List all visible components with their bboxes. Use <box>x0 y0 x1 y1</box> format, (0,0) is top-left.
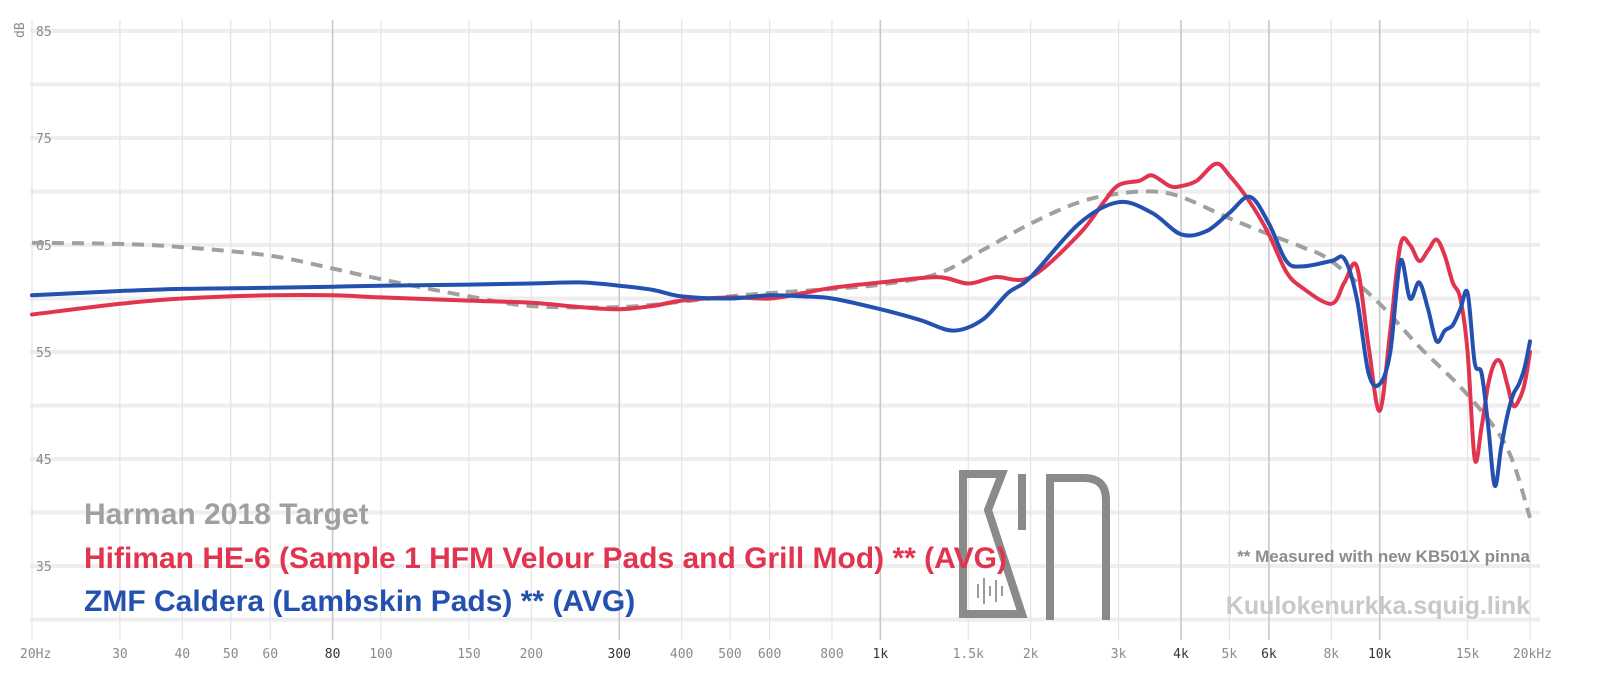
series-layer <box>30 161 1532 519</box>
x-tick-label: 500 <box>718 647 741 662</box>
x-tick-label: 6k <box>1261 647 1277 662</box>
series-line-0 <box>31 189 1532 519</box>
x-tick-label: 150 <box>457 647 480 662</box>
x-tick-label: 15k <box>1456 647 1480 662</box>
kn-logo <box>959 470 1110 620</box>
x-tick-label: 50 <box>223 647 239 662</box>
x-tick-label: 400 <box>670 647 693 662</box>
x-tick-label: 300 <box>608 647 631 662</box>
x-tick-label: 800 <box>820 647 843 662</box>
x-tick-label: 80 <box>325 647 341 662</box>
x-tick-label: 600 <box>758 647 781 662</box>
x-tick-label: 8k <box>1323 647 1339 662</box>
legend-item-hifiman-he6: Hifiman HE-6 (Sample 1 HFM Velour Pads a… <box>84 542 1007 575</box>
legend-item-harman-target: Harman 2018 Target <box>84 498 369 531</box>
series-line-2 <box>30 194 1532 488</box>
x-tick-label: 20kHz <box>1513 647 1552 662</box>
x-tick-label: 30 <box>112 647 128 662</box>
y-tick-label: 45 <box>36 453 52 468</box>
y-tick-label: 55 <box>36 346 52 361</box>
x-tick-label: 1k <box>873 647 889 662</box>
y-tick-label: 75 <box>36 132 52 147</box>
x-tick-label: 3k <box>1111 647 1127 662</box>
x-tick-label: 10k <box>1368 647 1392 662</box>
x-tick-label: 4k <box>1173 647 1189 662</box>
measurement-note: ** Measured with new KB501X pinna <box>1237 547 1530 566</box>
x-tick-label: 2k <box>1023 647 1039 662</box>
x-ticks: 20Hz 30 40 50 60 80 100 150 200 300 400 500 600 800 1k… <box>20 647 1552 662</box>
x-tick-label: 200 <box>520 647 543 662</box>
x-tick-label: 1.5k <box>953 647 984 662</box>
site-watermark: Kuulokenurkka.squig.link <box>1226 592 1530 620</box>
x-tick-label: 20Hz <box>20 647 51 662</box>
x-tick-label: 60 <box>262 647 278 662</box>
x-tick-label: 100 <box>369 647 392 662</box>
x-tick-label: 40 <box>174 647 190 662</box>
y-axis-label: dB <box>13 22 28 38</box>
legend: Harman 2018 Target Hifiman HE-6 (Sample … <box>84 498 1007 618</box>
legend-item-zmf-caldera: ZMF Caldera (Lambskin Pads) ** (AVG) <box>84 585 635 618</box>
x-tick-label: 5k <box>1222 647 1238 662</box>
series-line-1 <box>30 161 1532 464</box>
y-tick-label: 35 <box>36 560 52 575</box>
y-tick-label: 85 <box>36 25 52 40</box>
grid <box>30 20 1540 640</box>
